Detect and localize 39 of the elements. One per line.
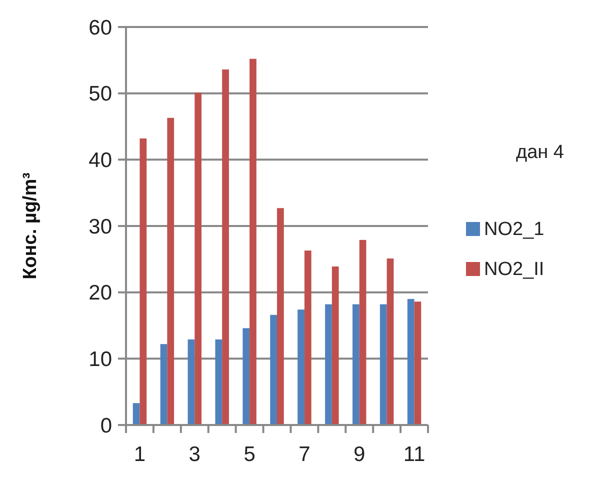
bar <box>304 250 312 425</box>
y-tick-label: 30 <box>88 215 112 238</box>
bar <box>414 302 422 425</box>
x-tick-label: 1 <box>134 443 146 466</box>
bar <box>242 328 250 425</box>
bar <box>352 304 360 425</box>
bar <box>380 304 387 425</box>
bar <box>188 339 195 425</box>
bar <box>325 304 332 425</box>
bar <box>194 92 202 425</box>
bar <box>407 298 414 425</box>
x-tick-label: 9 <box>354 443 366 466</box>
bar <box>160 344 168 425</box>
bar <box>298 310 304 425</box>
bar <box>222 69 229 425</box>
bar <box>386 258 394 425</box>
bar <box>270 314 277 425</box>
bar <box>332 266 339 425</box>
y-tick-label: 0 <box>100 414 112 438</box>
x-tick-label: 7 <box>298 443 310 466</box>
bar <box>277 208 284 425</box>
y-tick-label: 10 <box>88 348 112 372</box>
y-tick-label: 50 <box>88 82 112 106</box>
y-tick-label: 40 <box>88 149 112 172</box>
y-tick-label: 20 <box>88 282 112 305</box>
x-tick-label: 3 <box>188 443 200 466</box>
bar <box>250 58 256 425</box>
bar <box>359 240 366 425</box>
x-tick-label: 5 <box>244 443 256 466</box>
bar <box>140 138 147 425</box>
x-tick-label: 11 <box>403 443 426 466</box>
legend-label: NO2_1 <box>484 219 544 240</box>
bar <box>167 118 174 425</box>
bar <box>132 403 140 425</box>
legend-title: дан 4 <box>516 142 564 163</box>
y-tick-label: 60 <box>88 16 112 40</box>
y-axis-title: Конс. µg/m³ <box>20 172 41 280</box>
legend-label: NO2_II <box>484 259 544 280</box>
bar <box>215 339 222 425</box>
